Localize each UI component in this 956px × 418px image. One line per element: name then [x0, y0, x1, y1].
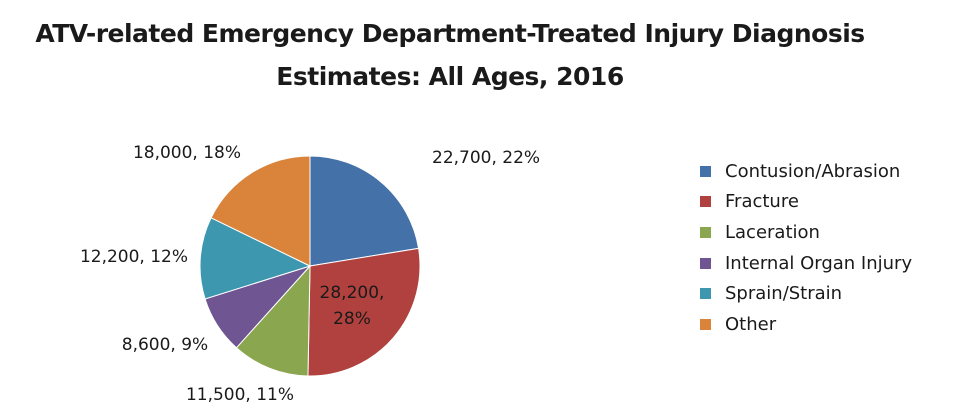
legend-swatch: [700, 257, 711, 269]
data-label-fracture: 28,200, 28%: [320, 283, 385, 329]
legend-swatch: [700, 165, 711, 177]
legend-item-fracture: Fracture: [700, 187, 912, 218]
data-label-internal-organ-injury: 8,600, 9%: [122, 335, 208, 355]
chart-title-line-1: ATV-related Emergency Department-Treated…: [35, 19, 865, 48]
legend-label: Contusion/Abrasion: [725, 160, 901, 182]
pie-slice-contusion-abrasion: [309, 155, 420, 267]
legend-swatch: [700, 226, 711, 238]
legend-item-contusion-abrasion: Contusion/Abrasion: [700, 156, 912, 187]
legend-label: Internal Organ Injury: [725, 252, 913, 274]
pie-slice-sprain-strain: [199, 217, 312, 300]
data-label-other: 18,000, 18%: [133, 143, 241, 163]
legend-item-other: Other: [700, 309, 912, 340]
pie-slice-laceration: [235, 264, 311, 377]
data-label-contusion-abrasion: 22,700, 22%: [432, 148, 540, 168]
pie-slice-other: [210, 155, 311, 267]
legend-item-sprain-strain: Sprain/Strain: [700, 278, 912, 309]
pie-slice-fracture: [307, 247, 421, 377]
legend-label: Sprain/Strain: [725, 283, 843, 305]
chart-title-line-2: Estimates: All Ages, 2016: [276, 62, 624, 91]
legend-swatch: [700, 318, 711, 330]
legend-item-internal-organ-injury: Internal Organ Injury: [700, 248, 912, 279]
data-label-sprain-strain: 12,200, 12%: [80, 247, 188, 267]
legend-swatch: [700, 196, 711, 208]
legend-item-laceration: Laceration: [700, 217, 912, 248]
legend-label: Fracture: [725, 191, 799, 213]
legend-swatch: [700, 288, 711, 300]
chart-legend: Contusion/Abrasion Fracture Laceration Inte…: [700, 156, 912, 340]
legend-label: Laceration: [725, 221, 820, 243]
legend-label: Other: [725, 313, 777, 335]
data-label-laceration: 11,500, 11%: [186, 385, 294, 405]
